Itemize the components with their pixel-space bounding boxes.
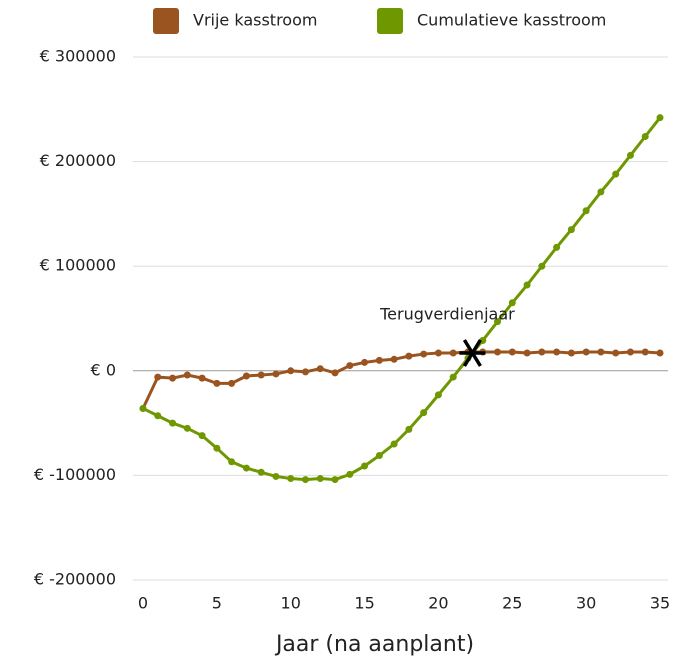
data-point [567, 226, 575, 234]
data-point [287, 367, 295, 375]
x-tick-label: 30 [576, 594, 596, 613]
y-tick-label: € -200000 [34, 570, 116, 589]
x-tick-label: 0 [138, 594, 148, 613]
data-point [139, 404, 147, 412]
series-line [142, 116, 662, 482]
data-point [228, 458, 236, 466]
data-point [597, 348, 605, 356]
data-point [228, 379, 236, 387]
data-point [169, 374, 177, 382]
data-point [597, 188, 605, 196]
x-tick-label: 5 [212, 594, 222, 613]
data-point [287, 475, 295, 483]
data-point [361, 462, 369, 470]
x-tick-label: 10 [281, 594, 301, 613]
data-point [612, 349, 620, 357]
data-point [257, 371, 265, 379]
data-point [272, 472, 280, 480]
series-line [141, 350, 661, 410]
y-tick-label: € 200000 [40, 151, 116, 170]
data-point [449, 373, 457, 381]
data-point [198, 432, 206, 440]
data-point [169, 419, 177, 427]
data-point [523, 349, 531, 357]
data-point [612, 170, 620, 178]
data-point [641, 348, 649, 356]
data-point [508, 299, 516, 307]
data-point [213, 379, 221, 387]
data-point [257, 468, 265, 476]
data-point [523, 281, 531, 289]
data-point [434, 391, 442, 399]
x-tick-label: 15 [354, 594, 374, 613]
data-point [449, 349, 457, 357]
y-tick-label: € -100000 [34, 465, 116, 484]
x-tick-label: 25 [502, 594, 522, 613]
data-point [198, 374, 206, 382]
data-point [272, 370, 280, 378]
data-point [641, 132, 649, 140]
data-point [154, 412, 162, 420]
legend-swatch [377, 8, 403, 34]
data-point [375, 356, 383, 364]
data-point [553, 348, 561, 356]
data-point [582, 348, 590, 356]
data-point [361, 358, 369, 366]
data-point [508, 348, 516, 356]
data-point [183, 371, 191, 379]
data-point [346, 362, 354, 370]
data-point [390, 440, 398, 448]
data-point [242, 464, 250, 472]
data-point [331, 476, 339, 484]
data-point [405, 425, 413, 433]
data-point [538, 262, 546, 270]
x-axis-label: Jaar (na aanplant) [274, 632, 474, 657]
data-point [346, 470, 354, 478]
legend-label: Cumulatieve kasstroom [417, 11, 606, 30]
data-point [316, 475, 324, 483]
data-point [420, 409, 428, 417]
data-point [538, 348, 546, 356]
data-point [405, 352, 413, 360]
data-point [567, 349, 575, 357]
data-point [316, 365, 324, 373]
y-tick-label: € 300000 [40, 47, 116, 66]
annotation-marker [459, 339, 486, 367]
x-tick-label: 20 [428, 594, 448, 613]
legend-label: Vrije kasstroom [193, 11, 317, 30]
data-point [154, 373, 162, 381]
data-point [626, 348, 634, 356]
data-point [494, 318, 502, 326]
data-point [494, 348, 502, 356]
y-tick-label: € 0 [91, 360, 116, 379]
data-point [301, 476, 309, 484]
data-point [301, 368, 309, 376]
x-tick-label: 35 [650, 594, 670, 613]
data-point [331, 369, 339, 377]
y-tick-label: € 100000 [40, 256, 116, 275]
data-point [626, 151, 634, 159]
annotation-label: Terugverdienjaar [379, 305, 515, 324]
data-point [183, 424, 191, 432]
data-point [390, 355, 398, 363]
data-point [213, 444, 221, 452]
data-point [242, 372, 250, 380]
data-point [582, 207, 590, 215]
data-point [375, 452, 383, 460]
data-point [656, 114, 664, 122]
data-point [553, 243, 561, 251]
data-point [420, 350, 428, 358]
data-point [656, 349, 664, 357]
data-point [434, 349, 442, 357]
legend-swatch [153, 8, 179, 34]
